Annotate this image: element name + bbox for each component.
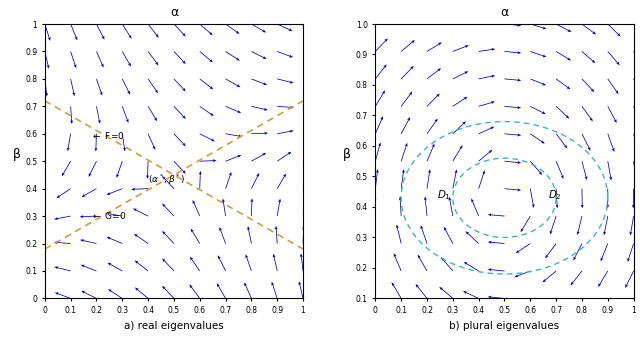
Title: α: α [500, 6, 509, 19]
Title: α: α [170, 6, 178, 19]
X-axis label: a) real eigenvalues: a) real eigenvalues [124, 321, 224, 331]
Text: $(\alpha^*,\beta^*)$: $(\alpha^*,\beta^*)$ [148, 173, 186, 187]
Text: $\leftarrow$ F=0: $\leftarrow$ F=0 [92, 130, 125, 141]
Text: $D_2$: $D_2$ [548, 188, 562, 202]
Y-axis label: β: β [343, 148, 351, 161]
X-axis label: b) plural eigenvalues: b) plural eigenvalues [449, 321, 559, 331]
Y-axis label: β: β [13, 148, 20, 161]
Text: $D_1$: $D_1$ [437, 188, 451, 202]
Text: $\leftarrow$ G=0: $\leftarrow$ G=0 [92, 210, 127, 221]
